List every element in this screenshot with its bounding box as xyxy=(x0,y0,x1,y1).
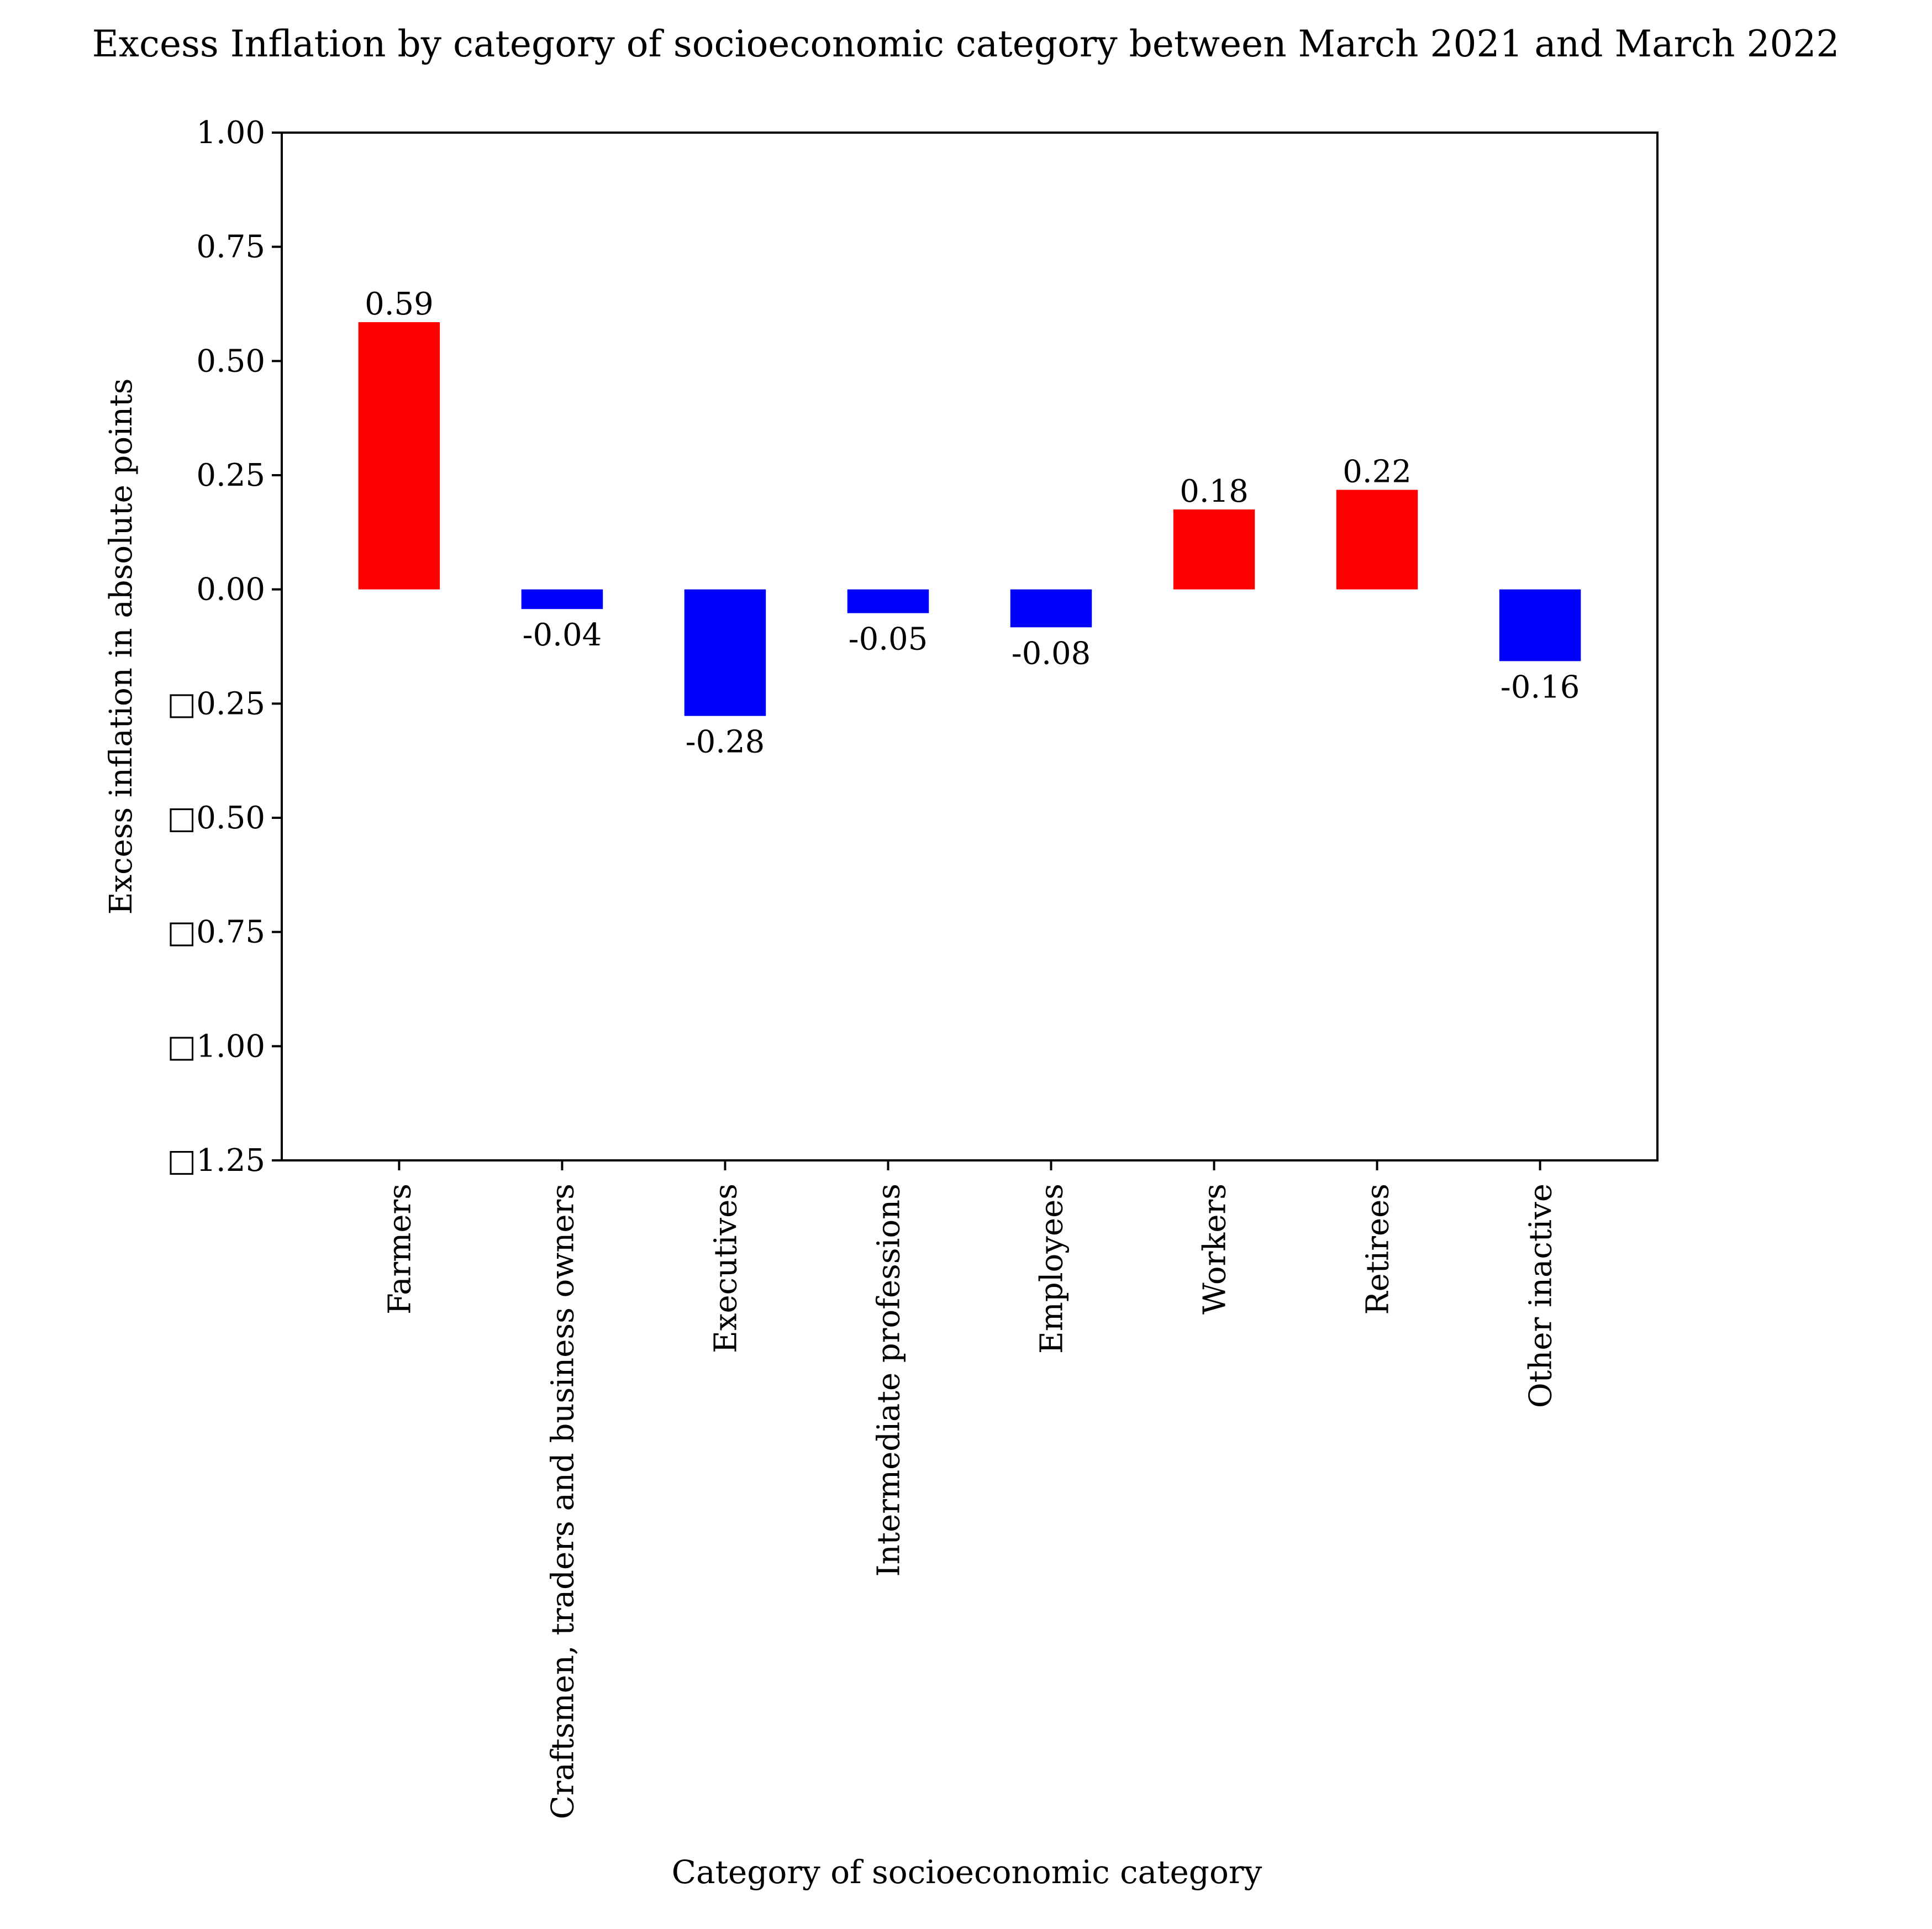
bar-2 xyxy=(684,589,766,716)
bar-value-label: -0.28 xyxy=(686,724,765,760)
plot-area: 0.59 -0.04 -0.28 -0.05 -0.08 0.18 0.22 -0.16 xyxy=(358,286,1581,760)
x-tick-label: Other inactive xyxy=(1523,1184,1559,1408)
x-tick-label: Workers xyxy=(1197,1184,1233,1315)
bar-value-label: -0.08 xyxy=(1012,635,1091,671)
bar-value-label: -0.04 xyxy=(523,617,602,653)
bar-5 xyxy=(1173,509,1255,590)
chart-title: Excess Inflation by category of socioeco… xyxy=(92,23,1840,65)
x-axis: Farmers Craftsmen, traders and business o… xyxy=(382,1160,1559,1819)
y-tick-label: □0.75 xyxy=(167,914,265,950)
x-tick-label: Retirees xyxy=(1360,1184,1396,1315)
y-tick-label: 0.25 xyxy=(196,458,265,493)
x-tick-label: Executives xyxy=(708,1184,744,1353)
axes-frame xyxy=(281,132,1659,1161)
y-tick-label: □1.25 xyxy=(167,1143,265,1179)
y-tick-label: 1.00 xyxy=(196,115,265,151)
x-tick-label: Craftsmen, traders and business owners xyxy=(545,1184,581,1819)
bar-0 xyxy=(358,322,440,590)
y-tick-label: □0.25 xyxy=(167,686,265,722)
x-axis-label: Category of socioeconomic category xyxy=(672,1853,1262,1891)
y-tick-label: 0.75 xyxy=(196,229,265,265)
bar-value-label: 0.59 xyxy=(365,286,434,322)
y-tick-label: □1.00 xyxy=(167,1028,265,1064)
y-axis-label: Excess inflation in absolute points xyxy=(103,379,139,915)
y-tick-label: □0.50 xyxy=(167,800,265,836)
bar-value-label: -0.16 xyxy=(1501,669,1580,705)
bar-value-label: 0.22 xyxy=(1343,454,1412,490)
bar-6 xyxy=(1336,490,1418,590)
bar-3 xyxy=(847,589,929,613)
y-axis: 1.00 0.75 0.50 0.25 0.00 □0.25 □0.50 □0.75 □1.00… xyxy=(167,115,282,1179)
y-tick-label: 0.50 xyxy=(196,343,265,379)
x-tick-label: Employees xyxy=(1034,1184,1070,1354)
bar-value-label: 0.18 xyxy=(1180,474,1249,509)
x-tick-label: Intermediate professions xyxy=(871,1184,907,1577)
bar-4 xyxy=(1010,589,1092,628)
bar-7 xyxy=(1499,589,1581,661)
bar-1 xyxy=(521,589,603,609)
y-tick-label: 0.00 xyxy=(196,572,265,608)
bar-value-label: -0.05 xyxy=(849,622,928,658)
x-tick-label: Farmers xyxy=(382,1184,418,1315)
